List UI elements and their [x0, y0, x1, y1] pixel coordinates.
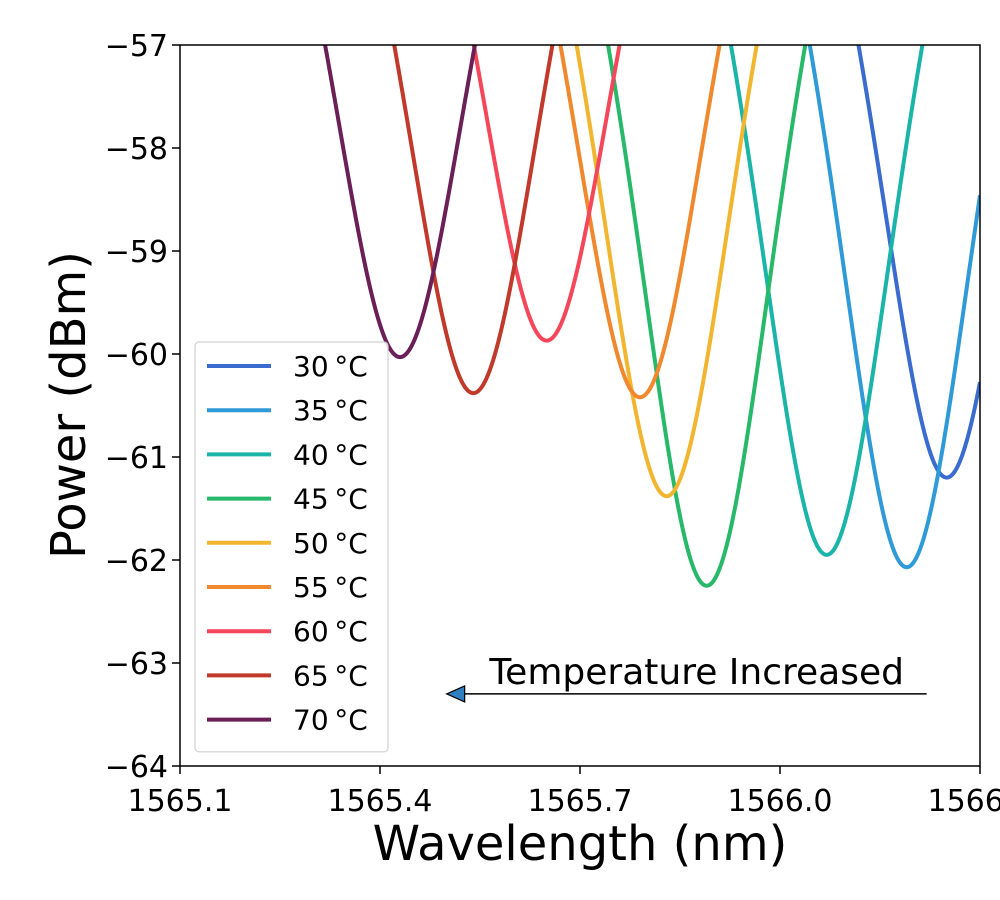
- legend-label: 60 °C: [293, 615, 368, 648]
- series-line-5: [558, 45, 722, 400]
- y-axis-ticks: −57 −58 −59 −60 −61 −62 −63 −64: [105, 29, 180, 785]
- y-tick-label: −63: [105, 647, 168, 682]
- y-tick-label: −57: [105, 29, 168, 64]
- x-tick-label: 1566.0: [728, 784, 833, 819]
- y-tick-label: −59: [105, 235, 168, 270]
- y-tick-label: −58: [105, 132, 168, 167]
- legend-label: 30 °C: [293, 350, 368, 383]
- x-axis-ticks: 1565.1 1565.4 1565.7 1566.0 1566.3: [128, 766, 1000, 819]
- legend-label: 40 °C: [293, 438, 368, 471]
- y-axis-label: Power (dBm): [41, 251, 97, 559]
- series-line-1: [807, 45, 980, 570]
- y-tick-label: −60: [105, 338, 168, 373]
- y-tick-label: −62: [105, 544, 168, 579]
- x-tick-label: 1565.7: [528, 784, 633, 819]
- x-tick-label: 1566.3: [928, 784, 1000, 819]
- x-tick-label: 1565.4: [328, 784, 433, 819]
- series-layer: [323, 45, 980, 588]
- annotation: Temperature Increased: [445, 652, 927, 703]
- legend: 30 °C 35 °C 40 °C 45 °C 50 °C 55 °C 60 °C 65 °C…: [194, 341, 389, 753]
- x-axis-label: Wavelength (nm): [373, 816, 788, 872]
- legend-label: 50 °C: [293, 527, 368, 560]
- legend-box: [194, 341, 389, 753]
- legend-label: 65 °C: [293, 659, 368, 692]
- series-line-2: [728, 45, 925, 557]
- annotation-arrow-head: [445, 684, 466, 703]
- legend-label: 35 °C: [293, 394, 368, 427]
- y-tick-label: −64: [105, 750, 168, 785]
- series-line-6: [471, 45, 622, 343]
- annotation-text: Temperature Increased: [488, 652, 904, 693]
- legend-label: 70 °C: [293, 704, 368, 737]
- y-tick-label: −61: [105, 441, 168, 476]
- legend-label: 55 °C: [293, 571, 368, 604]
- legend-label: 45 °C: [293, 483, 368, 516]
- series-line-4: [574, 45, 759, 499]
- x-tick-label: 1565.1: [128, 784, 233, 819]
